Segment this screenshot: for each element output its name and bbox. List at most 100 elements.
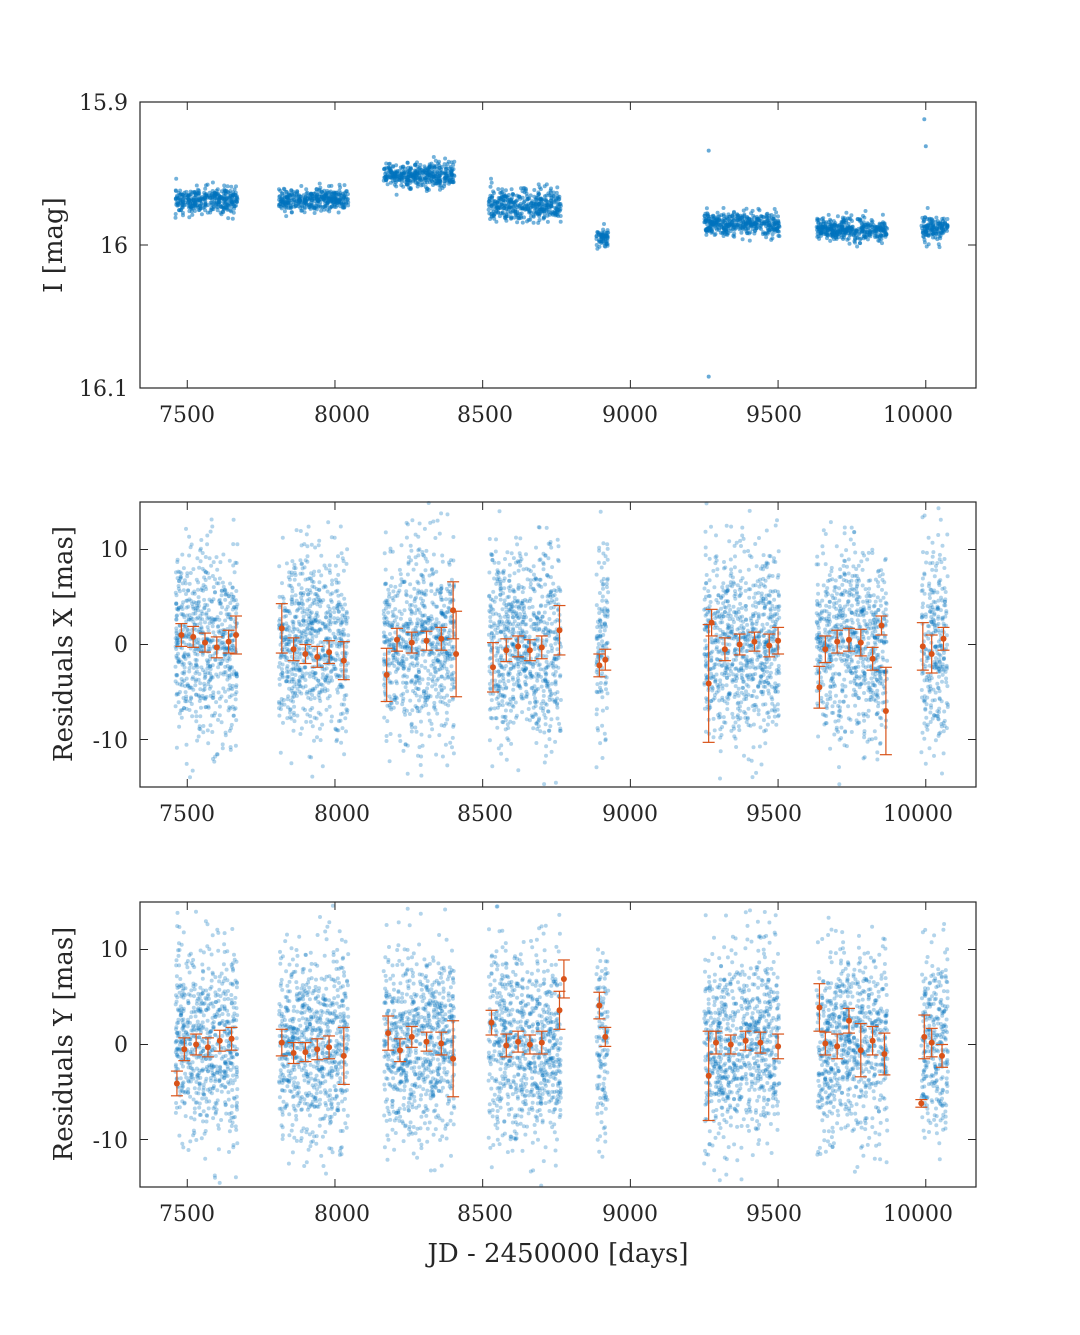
residuals-x-raw-point [404, 657, 409, 662]
residuals-x-raw-point [232, 570, 237, 575]
residuals-x-raw-point [440, 754, 445, 759]
light-curve-raw-point [847, 241, 852, 246]
light-curve-raw-point [594, 234, 599, 239]
residuals-x-raw-point [435, 694, 439, 699]
residuals-x-raw-point [191, 626, 196, 631]
residuals-x-raw-point [191, 606, 196, 611]
residuals-x-raw-point [319, 573, 324, 578]
residuals-x-raw-point [220, 580, 225, 585]
residuals-x-raw-point [223, 689, 227, 694]
residuals-x-raw-point [417, 698, 421, 703]
residuals-x-raw-point [389, 707, 394, 712]
residuals-x-raw-point [430, 600, 435, 605]
residuals-x-raw-point [208, 723, 213, 728]
light-curve-raw-point [825, 228, 830, 233]
light-curve-raw-point [411, 173, 416, 178]
light-curve-raw-point [867, 233, 872, 238]
light-curve-raw-point [519, 186, 523, 191]
residuals-x-raw-point [496, 560, 501, 565]
residuals-x-raw-point [534, 741, 539, 745]
residuals-x-raw-point [175, 613, 179, 618]
light-curve-raw-point [387, 161, 392, 166]
residuals-x-raw-point [174, 745, 179, 750]
light-curve-raw-point [509, 187, 514, 192]
residuals-x-raw-point [227, 683, 232, 688]
residuals-x-raw-point [516, 568, 521, 573]
light-curve-raw-point [211, 205, 216, 209]
residuals-x-raw-point [497, 509, 502, 514]
light-curve-raw-point [704, 232, 709, 237]
residuals-x-raw-point [404, 600, 409, 605]
residuals-x-raw-point [395, 667, 400, 672]
residuals-x-raw-point [330, 578, 335, 583]
residuals-x-raw-point [203, 555, 208, 559]
light-curve-raw-point [295, 189, 300, 194]
residuals-x-raw-point [181, 566, 186, 571]
residuals-x-raw-point [408, 594, 413, 599]
residuals-x-raw-point [429, 583, 434, 588]
light-curve-raw-point [930, 227, 935, 232]
light-curve-raw-point [743, 225, 747, 230]
residuals-x-raw-point [422, 689, 427, 694]
residuals-x-raw-point [488, 619, 493, 624]
residuals-x-raw-point [193, 709, 198, 714]
residuals-x-raw-point [402, 579, 407, 584]
light-curve-raw-point [922, 240, 927, 245]
residuals-x-raw-point [289, 667, 294, 672]
light-curve-raw-point [543, 199, 548, 203]
residuals-x-raw-point [294, 614, 299, 619]
residuals-x-raw-point [434, 678, 439, 683]
residuals-x-raw-point [439, 688, 444, 693]
light-curve-raw-point [345, 192, 350, 197]
residuals-x-raw-point [405, 522, 410, 527]
residuals-x-raw-point [346, 633, 351, 638]
residuals-x-raw-point [407, 666, 412, 671]
residuals-x-raw-point [437, 591, 442, 596]
residuals-x-raw-point [283, 635, 288, 640]
residuals-x-raw-point [310, 774, 315, 779]
residuals-x-raw-point [447, 583, 452, 588]
residuals-x-raw-point [301, 591, 306, 595]
residuals-x-raw-point [397, 567, 402, 572]
residuals-x-raw-point [342, 596, 347, 601]
residuals-x-raw-point [450, 745, 454, 750]
residuals-x-raw-point [344, 561, 349, 566]
residuals-x-raw-point [315, 684, 319, 689]
light-curve-raw-point [870, 224, 875, 229]
residuals-x-raw-point [381, 630, 386, 635]
residuals-x-raw-point [418, 763, 423, 767]
residuals-x-raw-point [428, 672, 433, 677]
residuals-x-raw-point [193, 657, 198, 662]
light-curve-raw-point [719, 221, 724, 226]
residuals-x-raw-point [193, 683, 198, 688]
residuals-x-raw-point [386, 587, 391, 592]
light-curve-raw-point [228, 189, 233, 193]
residuals-x-raw-point [298, 529, 303, 533]
residuals-x-raw-point [217, 704, 222, 709]
light-curve-raw-point [394, 192, 399, 197]
light-curve-raw-point [771, 221, 776, 226]
residuals-x-raw-point [287, 633, 292, 638]
residuals-x-raw-point [416, 621, 421, 626]
residuals-x-raw-point [425, 686, 430, 691]
residuals-x-raw-point [427, 734, 432, 739]
residuals-x-raw-point [433, 687, 438, 692]
residuals-x-raw-point [187, 581, 192, 586]
residuals-x-raw-point [387, 642, 392, 647]
residuals-x-raw-point [433, 670, 438, 675]
residuals-x-raw-point [298, 558, 303, 563]
residuals-x-raw-point [420, 552, 425, 557]
residuals-x-raw-point [174, 617, 179, 622]
residuals-x-raw-point [277, 713, 282, 718]
residuals-x-raw-point [309, 542, 314, 547]
residuals-x-raw-point [419, 732, 424, 737]
residuals-x-raw-point [333, 657, 338, 662]
residuals-x-raw-point [292, 562, 297, 567]
light-curve-raw-point [203, 186, 208, 191]
residuals-x-raw-point [311, 648, 316, 653]
light-curve-raw-point [876, 226, 881, 231]
residuals-x-raw-point [204, 658, 209, 663]
residuals-x-raw-point [428, 520, 433, 525]
residuals-x-raw-point [187, 534, 192, 539]
residuals-x-raw-point [284, 561, 289, 566]
